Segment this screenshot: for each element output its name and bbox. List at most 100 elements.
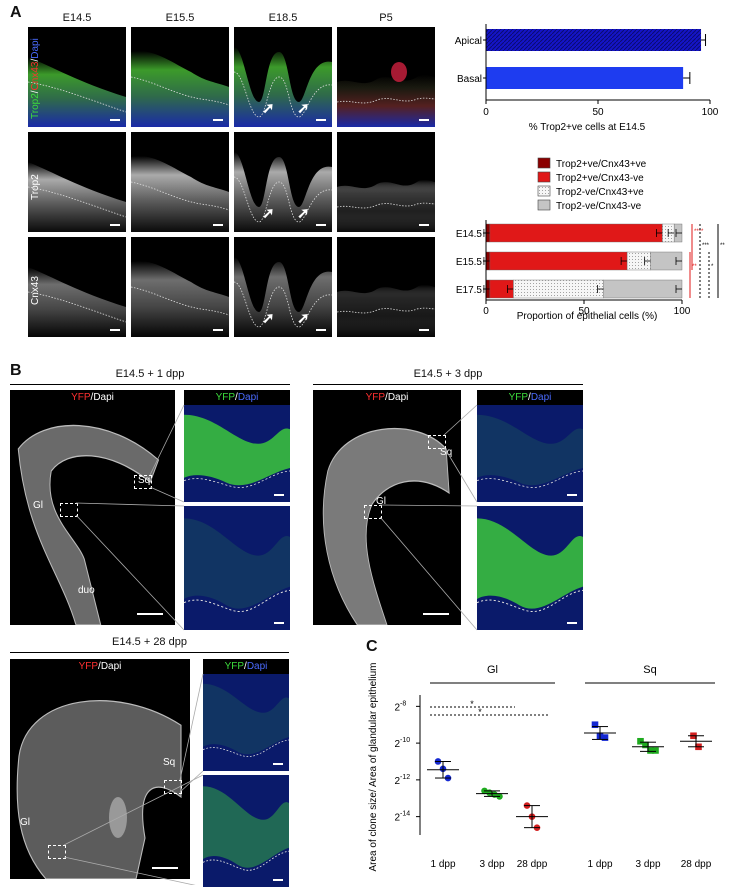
stacked-bar-chart: Proportion of epithelial cells (%) Trop2…: [456, 157, 725, 322]
seg-2-3: [603, 279, 683, 299]
micrograph-2-1: [131, 237, 229, 337]
y-tick-label-2: 2: [394, 776, 400, 787]
basal-outline: [337, 307, 435, 314]
basal-outline: [234, 71, 332, 118]
y-tick-exp-1: -10: [400, 737, 410, 744]
group-title-0: E14.5 + 1 dpp: [115, 368, 185, 380]
overview-scale-bar: [423, 613, 449, 615]
row-label-part: Cnx43: [30, 276, 41, 305]
zoom-header-2: YFP/Dapi: [203, 659, 289, 674]
zoom-header-1: YFP/Dapi: [477, 390, 583, 405]
zoom-header-yfp: YFP: [224, 661, 245, 672]
zoom-box-1: [364, 505, 382, 519]
row-label-2: Cnx43: [30, 276, 41, 305]
seg-0-1: [489, 223, 663, 243]
overview-header-2: YFP/Dapi: [10, 659, 190, 674]
legend-swatch-1: [537, 171, 551, 183]
basal-outline: [28, 81, 126, 113]
group-rule-1: [313, 384, 583, 385]
arrow-marker-1: ➚: [262, 310, 275, 327]
legend-label-0: Trop2+ve/Cnx43+ve: [556, 159, 647, 170]
bar-basal: [486, 67, 684, 89]
zoom-scale-bar: [273, 879, 283, 881]
arrow-marker-1: ➚: [262, 100, 275, 117]
group-title-1: E14.5 + 3 dpp: [413, 368, 483, 380]
tissue: [28, 162, 126, 232]
basal-outline: [28, 186, 126, 218]
micrograph-0-0: [28, 27, 126, 127]
sig-label-4: *: [711, 264, 714, 270]
zoom-scale-bar: [567, 622, 577, 624]
legend-label-2: Trop2-ve/Cnx43+ve: [556, 187, 644, 198]
zoom-scale-bar: [567, 494, 577, 496]
x-tick-label-0: 0: [483, 107, 489, 118]
x-cat-label-3: 1 dpp: [587, 859, 612, 870]
sig-label-3: **: [692, 264, 697, 270]
zoom-outline: [184, 589, 290, 613]
zoom-image-bottom-2: [203, 775, 289, 887]
bar-apical: [486, 29, 702, 51]
scale-bar: [213, 329, 223, 331]
basal-outline: [234, 176, 332, 223]
row-label-part: /: [30, 90, 41, 94]
zoom-outline: [184, 470, 290, 488]
tissue: [337, 179, 435, 232]
row-label-0: Trop2/Cnx43/Dapi: [30, 38, 41, 119]
scale-bar: [213, 119, 223, 121]
y-tick-exp-2: -12: [400, 774, 410, 781]
region-label-gl: Gl: [33, 500, 43, 511]
group-rule-0: [10, 384, 290, 385]
group-rule-2: [10, 652, 289, 653]
arrow-marker-2: ➚: [297, 205, 310, 222]
zoom-image-top-1: [477, 405, 583, 502]
sig-star-1: *: [470, 699, 474, 709]
micrograph-2-3: [337, 237, 435, 337]
arrow-marker-1: ➚: [262, 205, 275, 222]
region-label-sq: Sq: [163, 757, 176, 768]
micrograph-svg: [337, 284, 435, 337]
seg-2-2: [513, 279, 604, 299]
tissue: [131, 51, 229, 127]
point-4-3: [652, 747, 659, 754]
micrograph-svg: [337, 62, 435, 127]
legend-label-3: Trop2-ve/Cnx43-ve: [556, 201, 642, 212]
point-3-2: [601, 734, 609, 741]
header-yfp: YFP: [365, 392, 386, 403]
apical-basal-xlabel: % Trop2+ve cells at E14.5: [529, 122, 646, 133]
panel-letter-a: A: [10, 4, 22, 21]
zoom-svg: [477, 414, 583, 488]
zoom-svg: [184, 518, 290, 613]
legend-swatch-2: [537, 185, 551, 197]
arrow-marker-2: ➚: [297, 310, 310, 327]
tissue-outline: [16, 700, 182, 879]
stack-x-tick-50: 50: [578, 306, 590, 317]
zoom-header-slash: /: [528, 392, 531, 403]
zoom-box-0: [164, 780, 182, 794]
col-head-p5: P5: [379, 12, 393, 24]
x-tick-label-100: 100: [702, 107, 719, 118]
stack-cat-2: E17.5: [456, 285, 483, 296]
overview-header-0: YFP/Dapi: [10, 390, 175, 405]
sig-label-2: **: [720, 243, 725, 249]
row-label-part: Dapi: [30, 38, 41, 59]
basal-outline: [234, 281, 332, 328]
x-cat-label-4: 3 dpp: [635, 859, 660, 870]
micrograph-1-2: [234, 132, 332, 232]
basal-outline: [337, 97, 435, 104]
green-signal: [203, 683, 289, 755]
scale-bar: [419, 119, 429, 121]
green-signal: [477, 518, 583, 609]
header-dapi: /Dapi: [90, 392, 114, 403]
zoom-outline: [477, 470, 583, 488]
green-signal: [184, 414, 290, 486]
zoom-scale-bar: [273, 763, 283, 765]
green-signal: [203, 786, 289, 868]
header-dapi: /Dapi: [385, 392, 409, 403]
header-dapi: /Dapi: [98, 661, 122, 672]
y-tick-label-3: 2: [394, 813, 400, 824]
clone-size-scatter: Area of clone size/ Area of glandular ep…: [368, 662, 715, 872]
legend-label-1: Trop2+ve/Cnx43-ve: [556, 173, 644, 184]
tissue: [28, 267, 126, 337]
y-tick-exp-0: -8: [400, 700, 406, 707]
tissue: [131, 156, 229, 232]
